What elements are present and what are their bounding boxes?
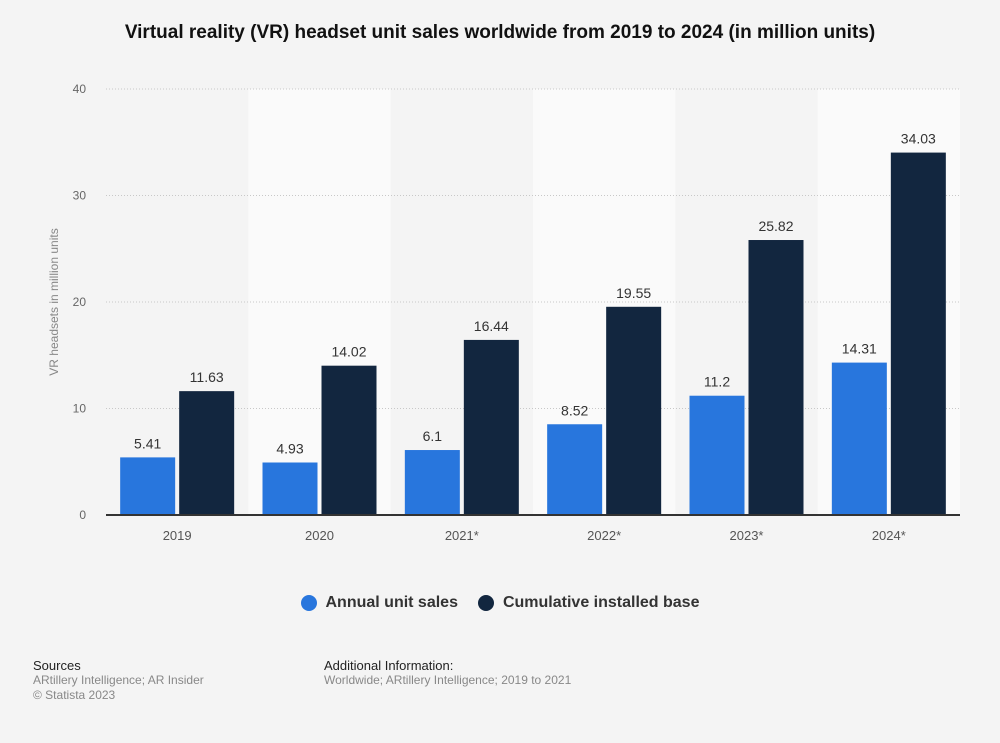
- data-label: 11.2: [704, 374, 730, 390]
- data-label: 5.41: [134, 435, 161, 451]
- data-label: 19.55: [616, 285, 651, 301]
- data-label: 25.82: [758, 218, 793, 234]
- x-tick-label: 2020: [305, 528, 334, 543]
- bar: [463, 339, 519, 515]
- x-tick-label: 2019: [163, 528, 192, 543]
- data-label: 4.93: [276, 440, 303, 456]
- data-label: 11.63: [190, 369, 224, 385]
- y-tick-label: 0: [79, 508, 86, 522]
- data-label: 16.44: [474, 318, 509, 334]
- bar: [404, 450, 460, 515]
- copyright: © Statista 2023: [33, 688, 116, 702]
- sources-heading: Sources: [33, 658, 81, 673]
- bar: [606, 306, 662, 515]
- bar: [831, 362, 887, 515]
- legend-label-annual: Annual unit sales: [325, 594, 458, 611]
- bar: [748, 240, 804, 515]
- data-label: 6.1: [423, 428, 443, 444]
- legend-item-cumulative[interactable]: Cumulative installed base: [477, 594, 700, 612]
- y-tick-label: 10: [73, 402, 87, 416]
- legend-marker-cumulative: [477, 595, 494, 611]
- data-label: 34.03: [901, 131, 936, 147]
- y-tick-label: 20: [73, 295, 87, 309]
- y-tick-label: 30: [73, 189, 87, 203]
- bar: [262, 462, 318, 515]
- x-tick-label: 2022*: [587, 528, 621, 543]
- legend-marker-annual: [300, 595, 317, 611]
- bar-chart: 0 10 20 30 40 VR headsets in million units 5.4…: [47, 82, 960, 543]
- y-tick-label: 40: [73, 82, 87, 96]
- chart-title: Virtual reality (VR) headset unit sales …: [124, 22, 876, 43]
- additional-info-text: Worldwide; ARtillery Intelligence; 2019 …: [324, 673, 572, 687]
- additional-info-heading: Additional Information:: [324, 658, 454, 673]
- bar: [120, 457, 176, 515]
- x-tick-label: 2024*: [872, 528, 906, 543]
- bar: [890, 152, 946, 515]
- x-tick-label: 2023*: [730, 528, 764, 543]
- x-tick-label: 2021*: [445, 528, 479, 543]
- additional-info-block: Additional Information: Worldwide; ARtil…: [324, 658, 571, 688]
- bar: [547, 424, 603, 515]
- bar: [321, 365, 377, 515]
- bar: [689, 395, 745, 515]
- data-label: 8.52: [561, 402, 588, 418]
- sources-text[interactable]: ARtillery Intelligence; AR Insider: [33, 673, 204, 687]
- legend-label-cumulative: Cumulative installed base: [502, 594, 700, 611]
- sources-block: Sources ARtillery Intelligence; AR Insid…: [33, 658, 204, 703]
- data-label: 14.02: [331, 344, 366, 360]
- legend-item-annual[interactable]: Annual unit sales: [300, 594, 458, 612]
- bar: [179, 391, 235, 515]
- data-label: 14.31: [842, 341, 877, 357]
- y-axis-label: VR headsets in million units: [47, 228, 61, 375]
- legend: Annual unit sales Cumulative installed b…: [0, 594, 1000, 612]
